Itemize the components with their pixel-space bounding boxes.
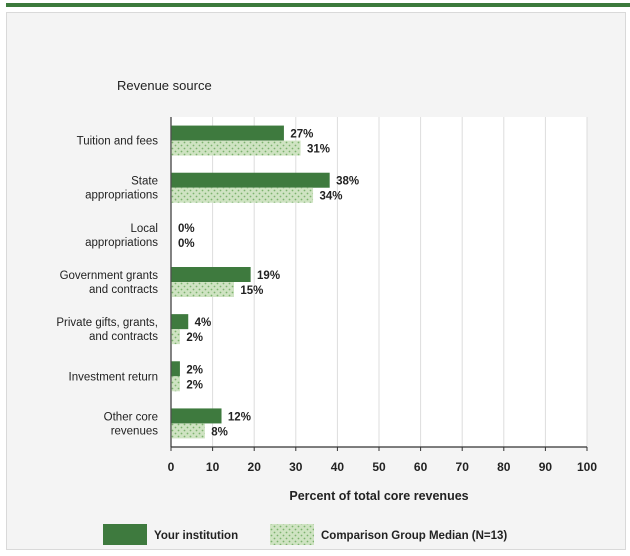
category-label: Other core (104, 411, 158, 423)
category-label: and contracts (89, 284, 158, 296)
x-tick-label: 100 (577, 460, 597, 474)
x-tick-label: 80 (497, 460, 511, 474)
category-label: Private gifts, grants, (56, 317, 158, 329)
bar-your-institution (171, 267, 251, 282)
data-label: 31% (307, 144, 330, 156)
data-label: 0% (178, 238, 195, 250)
legend-comparison-median-swatch (270, 524, 314, 545)
data-label: 0% (178, 223, 195, 235)
x-tick-label: 40 (331, 460, 345, 474)
category-label: State (131, 176, 158, 188)
data-label: 34% (319, 191, 342, 203)
data-label: 15% (240, 285, 263, 297)
data-label: 19% (257, 270, 280, 282)
category-label: Government grants (60, 270, 159, 282)
x-tick-label: 60 (414, 460, 428, 474)
bar-comparison-median (171, 282, 234, 297)
category-label: Local (131, 223, 159, 235)
category-label: Tuition and fees (77, 136, 159, 148)
data-label: 2% (186, 332, 203, 344)
bar-your-institution (171, 361, 180, 377)
legend-comparison-median-label: Comparison Group Median (N=13) (321, 530, 507, 542)
data-label: 2% (186, 379, 203, 391)
category-label: Investment return (69, 371, 158, 383)
category-label: revenues (111, 425, 159, 437)
legend-your-institution-swatch (103, 524, 147, 545)
bar-comparison-median (171, 329, 180, 345)
x-tick-label: 30 (289, 460, 303, 474)
x-tick-label: 70 (456, 460, 470, 474)
data-label: 8% (211, 426, 228, 438)
data-label: 4% (195, 317, 212, 329)
x-tick-label: 90 (539, 460, 553, 474)
x-tick-label: 0 (168, 460, 175, 474)
category-label: and contracts (89, 331, 158, 343)
x-tick-label: 20 (248, 460, 262, 474)
x-axis-label: Percent of total core revenues (289, 489, 468, 503)
bar-comparison-median (171, 423, 205, 439)
x-tick-label: 10 (206, 460, 220, 474)
data-label: 27% (290, 129, 313, 141)
top-accent-bar (6, 3, 630, 7)
legend-your-institution-label: Your institution (154, 530, 238, 542)
x-tick-label: 50 (372, 460, 386, 474)
data-label: 12% (228, 411, 251, 423)
data-label: 38% (336, 176, 359, 188)
bar-comparison-median (171, 376, 180, 392)
bar-your-institution (171, 408, 222, 424)
data-label: 2% (186, 364, 203, 376)
bar-comparison-median (171, 140, 301, 156)
category-label: appropriations (85, 190, 158, 202)
bar-your-institution (171, 172, 330, 188)
category-label: appropriations (85, 237, 158, 249)
chart-title: Revenue source (117, 78, 212, 93)
bar-your-institution (171, 314, 189, 330)
bar-comparison-median (171, 187, 314, 203)
bar-your-institution (171, 125, 284, 141)
